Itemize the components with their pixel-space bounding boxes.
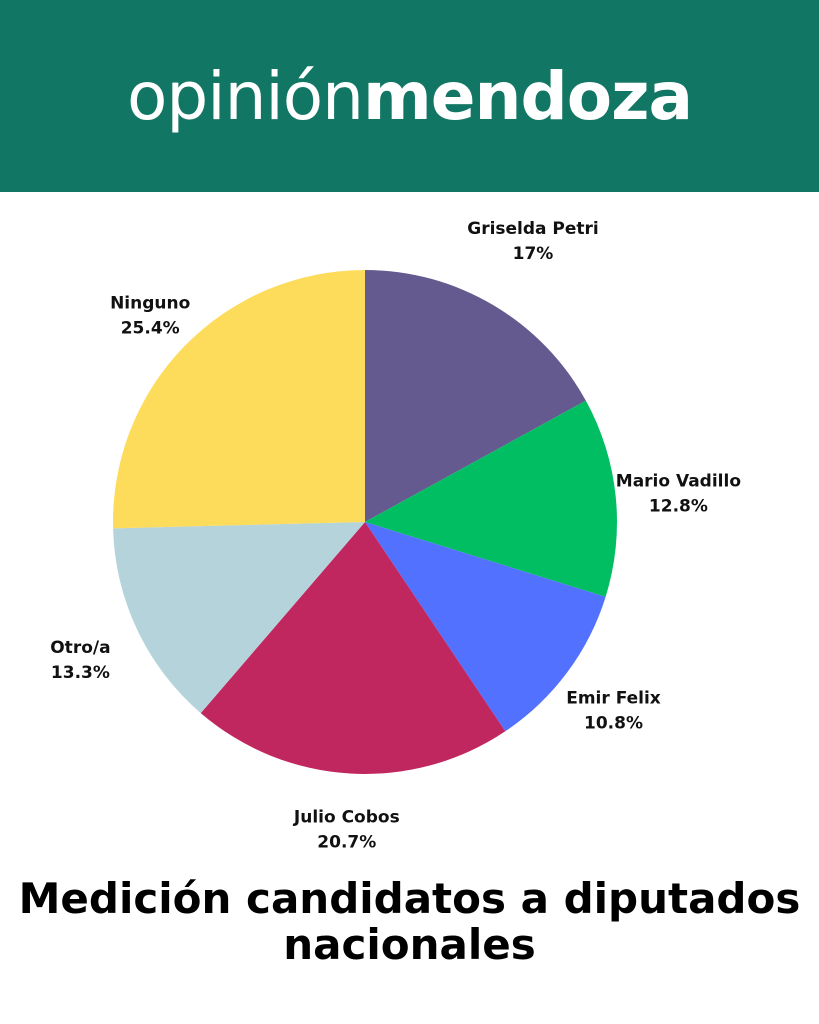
slice-label-julio-cobos: Julio Cobos xyxy=(293,808,400,828)
chart-title: Medición candidatos a diputados nacional… xyxy=(18,874,801,969)
slice-label-griselda-petri: Griselda Petri xyxy=(467,219,599,239)
logo-bold-text: mendoza xyxy=(362,57,693,135)
brand-header: opiniónmendoza xyxy=(0,0,819,192)
pie-chart-area: Griselda Petri 17% Mario Vadillo 12.8% Emir … xyxy=(0,192,819,872)
logo-light-text: opinión xyxy=(126,57,364,135)
slice-label-otro-a: Otro/a xyxy=(50,638,110,658)
slice-label-emir-felix: Emir Felix xyxy=(566,688,661,708)
pie-slice-griselda-petri xyxy=(365,270,586,522)
slice-value-julio-cobos: 20.7% xyxy=(317,833,376,853)
slice-label-mario-vadillo: Mario Vadillo xyxy=(616,471,741,491)
pie-slice-otro-a xyxy=(113,522,365,714)
pie-slice-ninguno xyxy=(113,270,366,529)
pie-slice-emir-felix xyxy=(365,522,606,732)
slice-value-griselda-petri: 17% xyxy=(513,244,554,264)
pie-slice-julio-cobos xyxy=(200,522,506,774)
slice-value-mario-vadillo: 12.8% xyxy=(649,496,708,516)
pie-slice-mario-vadillo xyxy=(365,400,618,597)
slice-value-otro-a: 13.3% xyxy=(51,663,110,683)
pie-chart: Griselda Petri 17% Mario Vadillo 12.8% Emir … xyxy=(50,219,741,853)
slice-value-emir-felix: 10.8% xyxy=(584,713,643,733)
slice-value-ninguno: 25.4% xyxy=(121,319,180,339)
brand-logo: opiniónmendoza xyxy=(126,57,693,135)
slice-label-ninguno: Ninguno xyxy=(110,294,190,314)
